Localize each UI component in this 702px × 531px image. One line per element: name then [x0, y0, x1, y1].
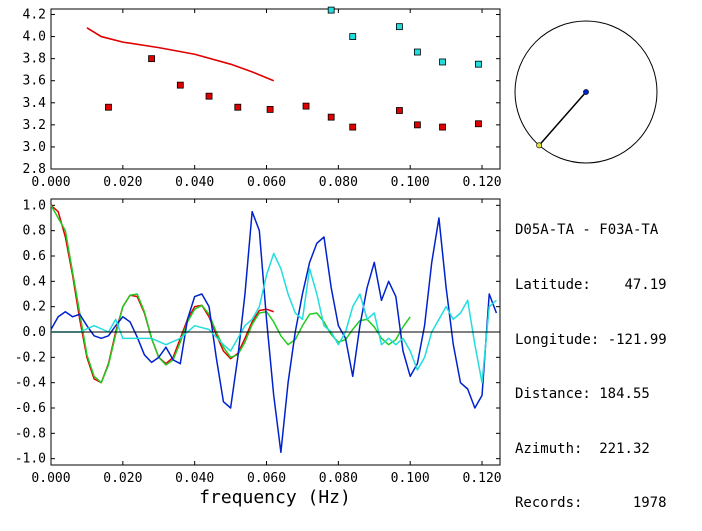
- red-point: [413, 121, 421, 129]
- y-tick-label: -0.6: [15, 401, 46, 416]
- coherence-panel: 0.000 0.020 0.040 0.060 0.080 0.100 0.120 1.0 0.…: [15, 198, 502, 508]
- y-tick-label: -1.0: [15, 452, 46, 467]
- red-curve: [86, 27, 275, 82]
- red-point: [148, 55, 155, 63]
- velocity-panel: 0.000 0.020 0.040 0.060 0.080 0.100 0.120 2.8 3.…: [23, 6, 502, 190]
- velocity-panel-frame: [50, 8, 501, 170]
- y-tick-label: 4.2: [23, 8, 46, 23]
- cyan-point: [396, 23, 403, 31]
- y-tick-label: -0.2: [15, 350, 46, 365]
- y-tick-label: 3.0: [23, 140, 46, 155]
- info-azimuth: Azimuth: 221.32: [515, 440, 667, 458]
- info-value: 184.55: [599, 386, 650, 403]
- station-info: D05A-TA - F03A-TA Latitude: 47.19 Longitu…: [515, 185, 667, 531]
- remote-station-marker: [536, 142, 543, 149]
- y-tick-label: 2.8: [23, 162, 46, 177]
- cyan-point: [327, 6, 335, 14]
- y-tick-label: 3.8: [23, 52, 46, 67]
- station-pair: D05A-TA - F03A-TA: [515, 222, 659, 239]
- x-tick-label: 0.060: [247, 471, 286, 486]
- info-value: 47.19: [624, 277, 667, 293]
- azimuth-circle: [514, 20, 658, 164]
- red-point: [205, 92, 213, 100]
- red-point: [176, 81, 184, 89]
- cyan-series-line: [51, 252, 497, 384]
- info-latitude: Latitude: 47.19: [515, 276, 667, 294]
- info-value: 221.32: [599, 440, 650, 457]
- y-tick-label: 4.0: [23, 30, 46, 45]
- info-value: -121.99: [607, 331, 667, 348]
- x-tick-label: 0.100: [391, 175, 430, 190]
- y-tick-label: 0.6: [23, 249, 46, 264]
- red-point: [327, 113, 335, 121]
- red-point: [349, 123, 357, 131]
- x-tick-label: 0.000: [31, 175, 70, 190]
- coherence-panel-ticks: 0.000 0.020 0.040 0.060 0.080 0.100 0.120 1.0 0.…: [15, 198, 502, 486]
- x-tick-label: 0.040: [175, 471, 214, 486]
- cyan-point: [439, 58, 446, 66]
- red-point: [439, 123, 446, 131]
- x-tick-label: 0.060: [247, 175, 286, 190]
- info-records: Records: 1978: [515, 494, 667, 512]
- red-point: [266, 106, 274, 113]
- azimuth-marks: [536, 89, 589, 149]
- x-axis-label: frequency (Hz): [199, 487, 351, 508]
- y-tick-label: 3.2: [23, 118, 46, 133]
- blue-series-line: [50, 210, 498, 454]
- y-tick-label: -0.4: [15, 376, 46, 391]
- cyan-point: [413, 48, 421, 56]
- info-label: Distance:: [515, 386, 591, 403]
- info-distance: Distance: 184.55: [515, 385, 667, 403]
- cyan-point: [349, 33, 357, 40]
- red-point: [396, 107, 403, 114]
- red-point: [105, 103, 112, 111]
- velocity-panel-ticks: 0.000 0.020 0.040 0.060 0.080 0.100 0.120 2.8 3.…: [23, 8, 502, 190]
- red-series-line: [50, 204, 274, 384]
- red-point: [475, 120, 482, 128]
- y-tick-label: 3.6: [23, 74, 46, 89]
- info-value: 1978: [632, 495, 667, 512]
- x-tick-label: 0.080: [319, 175, 358, 190]
- y-tick-label: 3.4: [23, 96, 47, 111]
- y-tick-label: -0.8: [15, 426, 46, 441]
- info-label: Azimuth:: [515, 440, 583, 457]
- x-tick-label: 0.120: [462, 175, 501, 190]
- red-point: [234, 103, 242, 111]
- azimuth-diagram: [514, 20, 658, 164]
- y-tick-label: 1.0: [23, 198, 46, 213]
- x-tick-label: 0.100: [391, 471, 430, 486]
- x-tick-label: 0.000: [31, 471, 70, 486]
- y-tick-label: 0.2: [23, 300, 46, 315]
- info-label: Records:: [515, 495, 583, 512]
- velocity-panel-marks: [86, 6, 482, 131]
- azimuth-line: [538, 91, 587, 146]
- cyan-point: [475, 60, 482, 68]
- figure: 0.000 0.020 0.040 0.060 0.080 0.100 0.120 2.8 3.…: [15, 6, 658, 508]
- info-label: Longitude:: [515, 331, 600, 348]
- coherence-panel-marks: [50, 204, 500, 454]
- y-tick-label: 0.4: [23, 274, 47, 289]
- x-tick-label: 0.020: [103, 471, 142, 486]
- info-longitude: Longitude: -121.99: [515, 331, 667, 349]
- x-tick-label: 0.020: [103, 175, 142, 190]
- x-tick-label: 0.120: [462, 471, 501, 486]
- info-label: Latitude:: [515, 277, 591, 293]
- y-tick-label: 0.0: [23, 325, 46, 340]
- x-tick-label: 0.080: [319, 471, 358, 486]
- x-tick-label: 0.040: [175, 175, 214, 190]
- y-tick-label: 0.8: [23, 224, 46, 239]
- red-point: [302, 102, 310, 110]
- center-station-marker: [583, 89, 589, 95]
